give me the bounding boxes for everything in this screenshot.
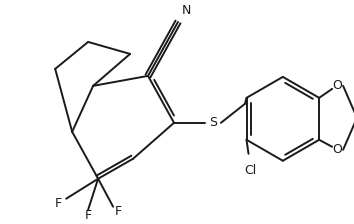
Text: S: S	[209, 116, 217, 129]
Text: F: F	[115, 205, 122, 218]
Text: Cl: Cl	[244, 164, 257, 177]
Text: O: O	[332, 143, 342, 156]
Text: O: O	[332, 79, 342, 92]
Text: F: F	[55, 197, 62, 210]
Text: F: F	[85, 209, 92, 222]
Text: N: N	[182, 4, 192, 17]
